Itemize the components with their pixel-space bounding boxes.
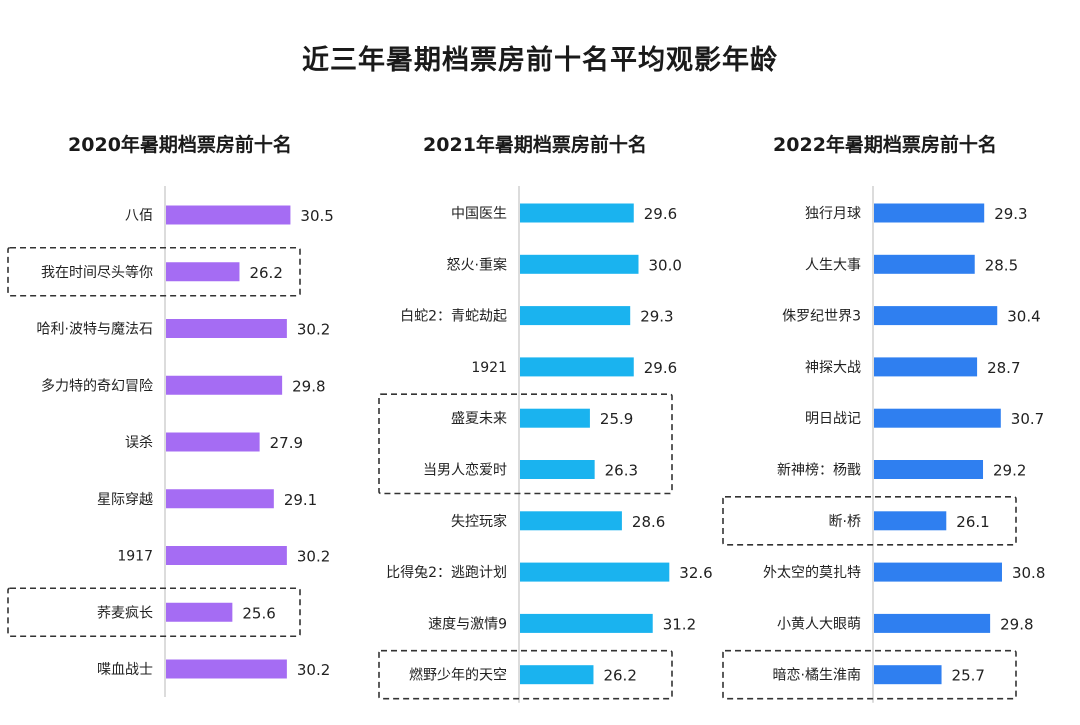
highlight-box [378,393,673,495]
category-label: 星际穿越 [97,492,153,508]
category-label: 误杀 [125,435,153,451]
category-label: 盛夏未来 [451,411,507,427]
highlight-box [722,649,1017,700]
bar-荞麦疯长 [166,602,233,622]
bar-断-桥 [874,511,947,531]
bar-神探大战 [874,357,978,377]
highlight-box [722,495,1017,546]
value-label: 30.2 [297,661,330,679]
value-label: 28.6 [632,513,665,531]
bar-八佰 [166,205,291,225]
category-label: 1917 [117,549,153,565]
category-label: 荞麦疯长 [97,605,153,621]
value-label: 30.2 [297,548,330,566]
value-label: 27.9 [270,434,303,452]
category-label: 明日战记 [805,411,861,427]
bar-比得兔2-逃跑计划 [520,562,670,582]
bar-速度与激情9 [520,613,653,633]
bar-喋血战士 [166,659,287,679]
bar-星际穿越 [166,489,274,509]
panel-title-2020: 2020年暑期档票房前十名 [68,134,292,156]
value-label: 29.1 [284,491,317,509]
bar-明日战记 [874,408,1001,428]
value-label: 29.3 [994,205,1027,223]
category-label: 多力特的奇幻冒险 [41,377,153,394]
bar-侏罗纪世界3 [874,306,998,326]
bar-1921 [520,357,634,377]
category-label: 神探大战 [805,360,861,376]
value-label: 32.6 [679,564,712,582]
value-label: 25.7 [952,667,985,685]
value-label: 29.3 [640,308,673,326]
value-label: 28.5 [985,256,1018,274]
bar-小黄人大眼萌 [874,613,991,633]
bar-怒火-重案 [520,254,639,274]
bar-哈利-波特与魔法石 [166,319,287,338]
category-label: 当男人恋爱时 [423,462,507,479]
category-label: 独行月球 [805,206,861,222]
value-label: 28.7 [987,359,1020,377]
bar-盛夏未来 [520,408,590,428]
bar-当男人恋爱时 [520,460,595,479]
value-label: 31.2 [663,615,696,633]
value-label: 30.2 [297,321,330,339]
bar-燃野少年的天空 [520,665,594,685]
bar-独行月球 [874,203,985,223]
bar-多力特的奇幻冒险 [166,375,283,395]
value-label: 30.5 [300,207,333,225]
highlight-box [7,587,301,638]
bar-人生大事 [874,254,975,274]
category-label: 速度与激情9 [428,615,507,632]
category-label: 1921 [471,360,507,376]
bar-外太空的莫扎特 [874,562,1002,582]
category-label: 人生大事 [805,257,861,273]
value-label: 29.8 [1000,615,1033,633]
bar-1917 [166,546,287,565]
category-label: 侏罗纪世界3 [782,309,861,325]
value-label: 29.2 [993,462,1026,480]
bar-中国医生 [520,203,634,223]
category-label: 外太空的莫扎特 [763,565,861,581]
value-label: 25.6 [242,604,275,622]
bar-白蛇2-青蛇劫起 [520,306,631,326]
bar-失控玩家 [520,511,622,531]
highlight-box [7,246,301,297]
value-label: 29.6 [644,359,677,377]
category-label: 小黄人大眼萌 [777,615,861,632]
category-label: 新神榜：杨戬 [777,462,861,479]
category-label: 白蛇2：青蛇劫起 [400,309,507,325]
value-label: 29.8 [292,377,325,395]
panel-title-2021: 2021年暑期档票房前十名 [423,134,647,156]
highlight-box [378,649,673,700]
value-label: 30.7 [1011,410,1044,428]
value-label: 30.8 [1012,564,1045,582]
value-label: 30.0 [649,256,682,274]
value-label: 25.9 [600,410,633,428]
category-label: 燃野少年的天空 [409,667,507,684]
bar-我在时间尽头等你 [166,262,240,282]
category-label: 喋血战士 [97,662,153,678]
value-label: 26.2 [249,264,282,282]
category-label: 中国医生 [451,206,507,222]
value-label: 29.6 [644,205,677,223]
category-label: 怒火·重案 [447,256,507,273]
panel-title-2022: 2022年暑期档票房前十名 [773,134,997,156]
category-label: 我在时间尽头等你 [41,264,153,281]
category-label: 失控玩家 [451,513,507,530]
bar-暗恋-橘生淮南 [874,665,942,685]
category-label: 暗恋·橘生淮南 [773,667,861,684]
category-label: 哈利·波特与魔法石 [37,322,153,338]
value-label: 26.3 [605,462,638,480]
value-label: 26.2 [603,667,636,685]
value-label: 26.1 [956,513,989,531]
category-label: 八佰 [125,208,153,224]
bar-新神榜-杨戬 [874,460,984,479]
value-label: 30.4 [1007,308,1040,326]
category-label: 断·桥 [829,514,861,530]
bar-误杀 [166,432,260,452]
category-label: 比得兔2：逃跑计划 [386,564,507,581]
page-title: 近三年暑期档票房前十名平均观影年龄 [302,45,778,76]
